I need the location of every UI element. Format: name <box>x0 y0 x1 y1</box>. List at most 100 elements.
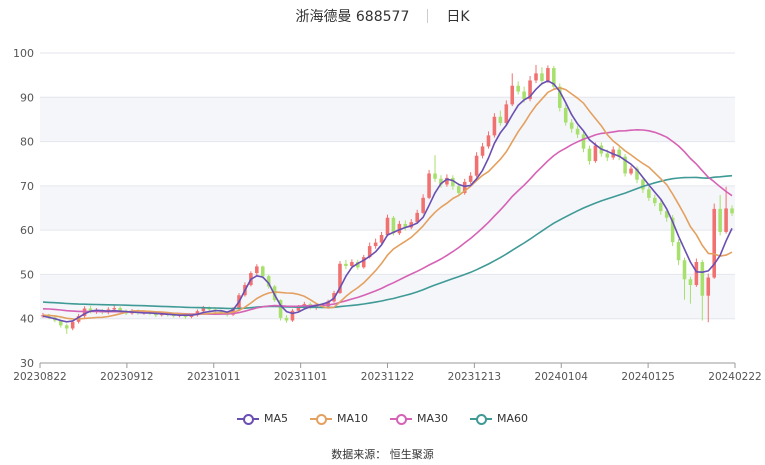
candle-body <box>718 208 722 232</box>
candle-body <box>522 91 526 100</box>
candle-body <box>486 135 491 147</box>
candle-body <box>433 173 437 179</box>
candle-body <box>451 177 455 187</box>
candle-body <box>676 242 681 261</box>
series-line-ma5 <box>42 80 733 323</box>
candle-body <box>510 85 515 105</box>
legend-ma60-label: MA60 <box>497 412 529 425</box>
candle-body <box>296 307 301 311</box>
x-tick-label: 20240125 <box>621 371 674 383</box>
period-label[interactable]: 日K <box>446 9 470 25</box>
candle-body <box>59 320 63 326</box>
x-tick-label: 20231122 <box>361 371 414 383</box>
candle-body <box>575 128 580 135</box>
candle-body <box>700 262 705 296</box>
candle-body <box>474 155 479 176</box>
x-tick-label: 20240104 <box>535 371 589 383</box>
candle-body <box>367 246 372 258</box>
candle-body <box>361 257 366 268</box>
candle-body <box>415 212 419 223</box>
legend-ma5-icon <box>236 413 259 425</box>
candle-body <box>670 217 675 243</box>
candle-body <box>260 266 265 277</box>
legend-ma30-icon <box>390 413 412 425</box>
legend-item-ma10[interactable]: MA10 <box>309 412 368 425</box>
candle-body <box>326 301 330 307</box>
candle-body <box>445 177 449 185</box>
data-source: 数据来源： 恒生聚源 <box>331 448 434 461</box>
candle-body <box>581 134 586 149</box>
x-tick-label: 20231011 <box>187 371 240 383</box>
x-tick-label: 20230822 <box>13 371 66 383</box>
x-tick-label: 20231101 <box>274 371 327 383</box>
candle-body <box>379 235 384 243</box>
candle-body <box>201 308 206 312</box>
candle-body <box>468 175 473 182</box>
candle-body <box>563 107 568 123</box>
x-tick-label: 20231213 <box>448 371 501 383</box>
candle-body <box>88 308 93 312</box>
candle-body <box>605 153 610 158</box>
candle-body <box>647 189 651 198</box>
candle-body <box>629 168 633 174</box>
y-tick-label: 40 <box>20 313 34 326</box>
candle-body <box>70 321 75 329</box>
x-tick-label: 20240222 <box>708 371 761 383</box>
candle-body <box>504 104 509 123</box>
stock-name: 浙海德曼 688577 <box>295 9 410 25</box>
y-tick-label: 90 <box>20 91 34 104</box>
candle-body <box>64 325 69 329</box>
chart-title: 浙海德曼 688577 日K <box>0 6 765 26</box>
candle-body <box>397 223 402 234</box>
candle-body <box>712 208 716 278</box>
legend-ma10-label: MA10 <box>336 412 368 425</box>
candle-body <box>344 263 348 267</box>
candle-body <box>47 315 51 318</box>
y-tick-label: 50 <box>20 268 34 281</box>
y-tick-label: 100 <box>13 47 34 60</box>
y-tick-label: 30 <box>20 357 34 370</box>
legend-item-ma30[interactable]: MA30 <box>390 412 448 425</box>
candle-body <box>653 197 657 204</box>
candle-body <box>682 260 687 280</box>
candle-body <box>534 73 538 81</box>
candle-body <box>658 203 663 212</box>
candle-body <box>266 276 271 287</box>
candle-body <box>724 208 728 232</box>
candle-body <box>664 211 669 218</box>
candle-body <box>730 208 734 214</box>
candle-body <box>356 262 360 268</box>
legend-item-ma60[interactable]: MA60 <box>470 412 528 425</box>
series-line-ma60 <box>42 174 733 310</box>
candle-body <box>403 223 408 228</box>
candle-body <box>41 315 45 317</box>
candle-body <box>385 217 390 236</box>
candle-body <box>154 313 158 316</box>
candle-body <box>528 80 532 100</box>
y-tick-label: 70 <box>20 180 34 193</box>
series-line-ma10 <box>42 87 733 320</box>
candle-body <box>439 178 443 185</box>
title-separator <box>427 9 429 23</box>
candle-body <box>546 68 550 81</box>
candle-body <box>593 145 598 162</box>
candle-body <box>641 179 645 190</box>
candle-body <box>498 116 503 123</box>
candle-body <box>635 168 639 180</box>
legend-item-ma5[interactable]: MA5 <box>236 412 288 425</box>
candle-body <box>255 266 259 274</box>
candle-body <box>82 308 87 317</box>
candle-body <box>516 85 520 92</box>
candle-body <box>569 122 574 129</box>
candle-body <box>462 181 467 193</box>
candle-body <box>552 68 556 87</box>
legend-ma60-icon <box>470 413 493 425</box>
candle-body <box>278 300 283 318</box>
legend: MA5 MA10 MA30 MA60 <box>0 412 765 425</box>
candle-body <box>617 149 621 157</box>
candle-body <box>290 310 295 321</box>
candle-body <box>219 311 223 313</box>
candle-body <box>373 242 378 247</box>
candle-body <box>409 222 414 228</box>
